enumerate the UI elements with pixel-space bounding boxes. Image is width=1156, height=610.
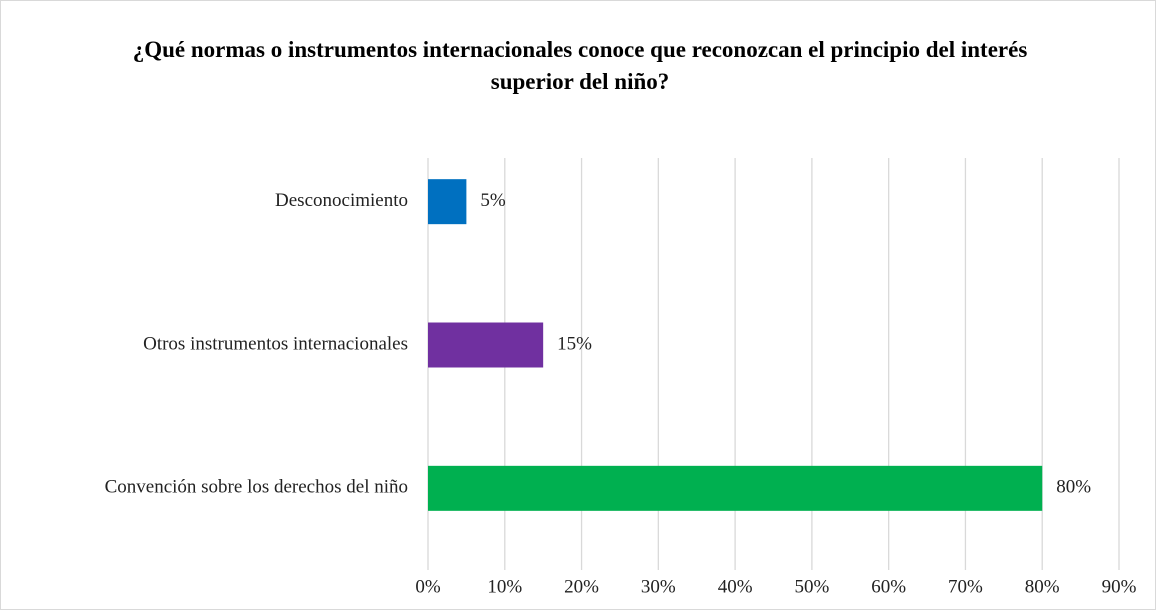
y-tick-label: Otros instrumentos internacionales — [143, 333, 408, 354]
bar — [428, 465, 1043, 511]
bar — [428, 179, 467, 225]
data-label: 80% — [1056, 477, 1091, 498]
x-tick-label: 70% — [948, 576, 983, 597]
x-tick-label: 60% — [871, 576, 906, 597]
x-tick-label: 40% — [718, 576, 753, 597]
x-tick-label: 80% — [1025, 576, 1060, 597]
x-tick-label: 90% — [1102, 576, 1137, 597]
x-tick-label: 10% — [487, 576, 522, 597]
data-label: 5% — [480, 190, 506, 211]
y-tick-label: Desconocimiento — [275, 190, 408, 211]
bar — [428, 322, 544, 368]
x-tick-label: 30% — [641, 576, 676, 597]
data-label: 15% — [557, 333, 592, 354]
x-tick-label: 0% — [415, 576, 441, 597]
y-tick-label: Convención sobre los derechos del niño — [105, 477, 408, 498]
x-tick-label: 20% — [564, 576, 599, 597]
x-tick-label: 50% — [794, 576, 829, 597]
chart-title: ¿Qué normas o instrumentos internacional… — [132, 37, 1028, 94]
